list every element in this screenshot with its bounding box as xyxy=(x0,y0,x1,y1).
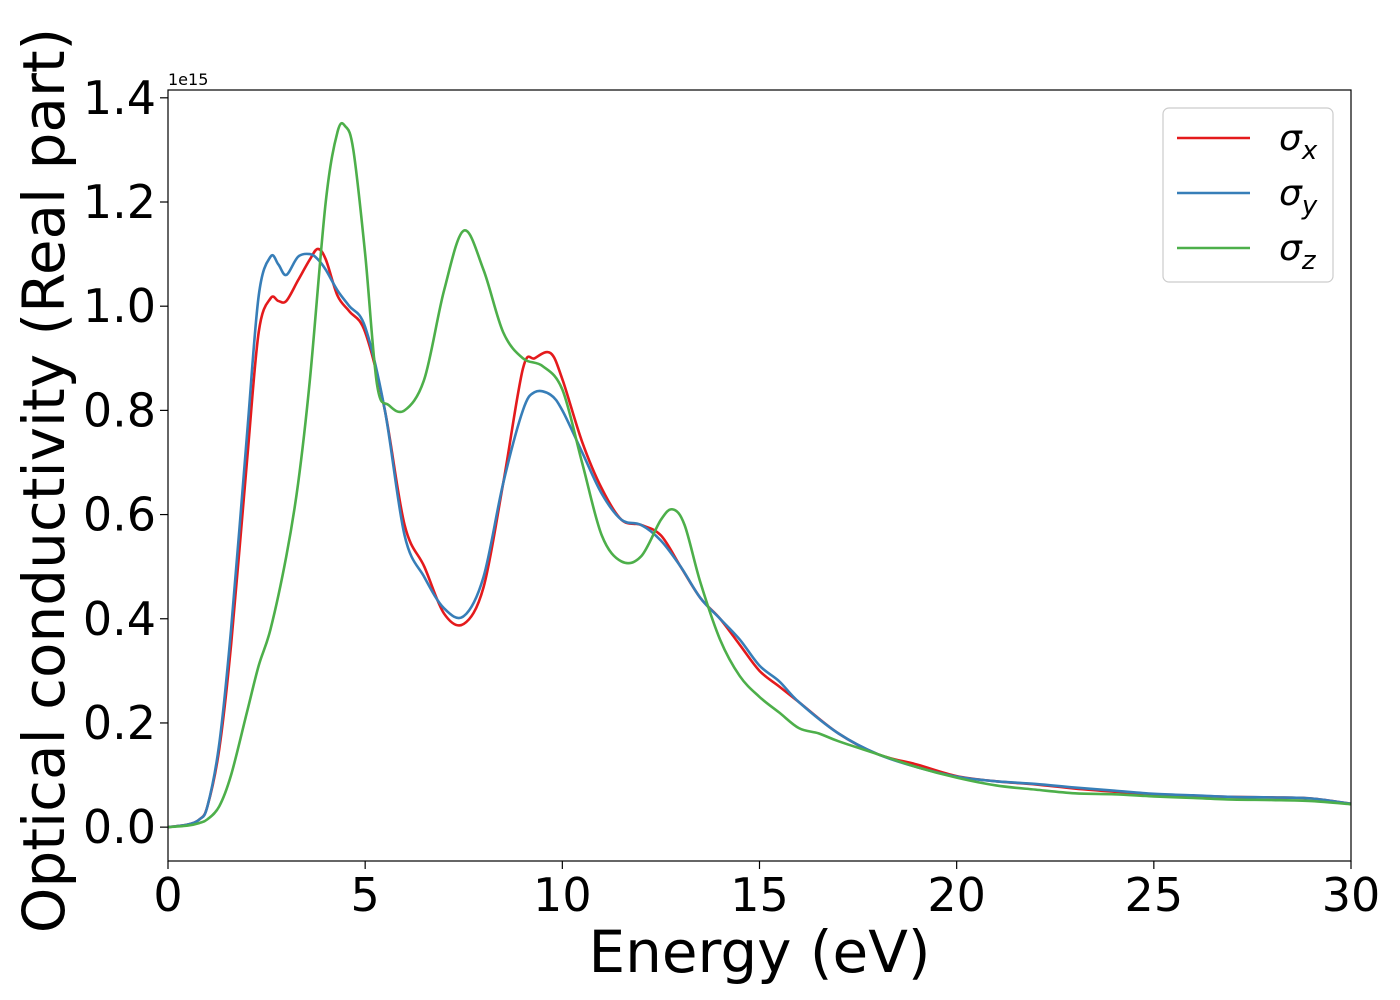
y-tick-label: 0.2 xyxy=(83,696,156,750)
x-axis-label: Energy (eV) xyxy=(588,918,930,986)
y-tick-label: 1.2 xyxy=(83,175,156,229)
y-tick-label: 0.4 xyxy=(83,592,156,646)
x-tick-label: 20 xyxy=(927,868,986,922)
x-tick-label: 0 xyxy=(153,868,182,922)
y-tick-label: 0.6 xyxy=(83,488,156,542)
x-tick-label: 15 xyxy=(730,868,789,922)
legend-label-x: σx xyxy=(1279,118,1318,166)
x-tick-label: 5 xyxy=(351,868,380,922)
y-axis-label: Optical conductivity (Real part) xyxy=(10,28,78,933)
y-tick-label: 0.8 xyxy=(83,383,156,437)
legend-label-y: σy xyxy=(1279,173,1318,221)
plot-lines xyxy=(168,121,1351,829)
series-line-z xyxy=(168,121,1351,829)
y-tick-label: 1.0 xyxy=(83,279,156,333)
legend-label-z: σz xyxy=(1279,228,1317,276)
y-tick-label: 0.0 xyxy=(83,800,156,854)
x-tick-label: 30 xyxy=(1322,868,1381,922)
legend-box xyxy=(1162,107,1334,283)
x-tick-label: 10 xyxy=(533,868,592,922)
y-tick-label: 1.4 xyxy=(83,71,156,125)
legend: σx σy σz xyxy=(1162,107,1334,283)
series-line-y xyxy=(168,252,1351,829)
series-line-x xyxy=(168,247,1351,829)
y-axis: 0.0 0.2 0.4 0.6 0.8 1.0 1.2 1.4 xyxy=(83,71,168,854)
x-axis: 0 5 10 15 20 25 30 xyxy=(153,861,1380,922)
x-tick-label: 25 xyxy=(1125,868,1184,922)
y-offset-label: 1e15 xyxy=(168,70,208,89)
